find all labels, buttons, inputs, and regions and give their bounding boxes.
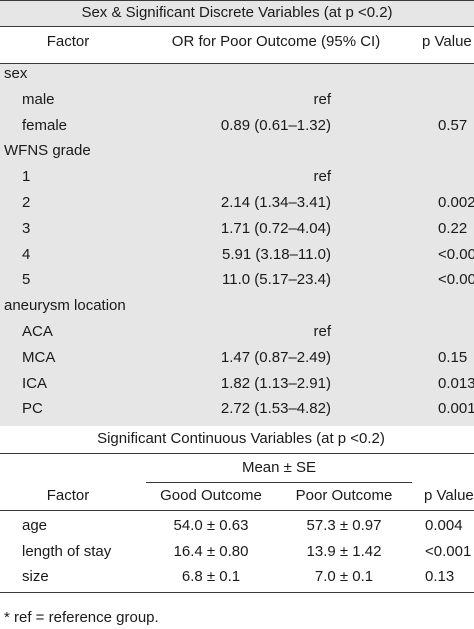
discrete-row-or: 1.71 (0.72–4.04) [220,219,331,237]
discrete-row-or: 2.14 (1.34–3.41) [220,194,331,211]
bottom-rule [0,592,474,593]
discrete-body-band [0,64,474,426]
discrete-row-factor: ACA [22,323,53,340]
continuous-row-good: 6.8 ± 0.1 [181,568,241,585]
discrete-row-p: <0.001 [438,245,474,263]
discrete-row-or: 2.72 (1.53–4.82) [220,400,331,418]
continuous-row-poor: 57.3 ± 0.97 [306,517,382,534]
discrete-title-band [0,0,474,26]
continuous-title-rule [0,453,474,454]
discrete-title: Sex & Significant Discrete Variables (at… [81,4,393,21]
discrete-row-p: 0.002 [438,194,474,211]
continuous-header-good: Good Outcome [160,487,262,504]
continuous-row-p: 0.13 [425,568,455,585]
discrete-row-p: <0.001 [438,271,474,289]
discrete-row-factor: 4 [22,245,31,263]
discrete-header-factor: Factor [46,33,90,50]
continuous-row-factor: length of stay [22,542,112,560]
discrete-row-p: 0.001 [438,400,474,418]
discrete-row-or: ref [313,168,331,186]
mean-se-header: Mean ± SE [241,459,317,476]
continuous-title: Significant Continuous Variables (at p <… [97,430,385,447]
footnote: * ref = reference group. [4,609,159,626]
discrete-row-factor: PC [22,400,43,418]
continuous-header-poor: Poor Outcome [295,487,393,504]
continuous-row-p: <0.001 [425,542,472,560]
discrete-row-factor: male [22,90,55,108]
continuous-row-poor: 13.9 ± 1.42 [306,542,382,560]
mean-se-rule [146,482,412,483]
discrete-row-factor: female [22,116,68,134]
discrete-row-factor: sex [4,65,28,82]
discrete-row-factor: 1 [22,168,31,186]
discrete-row-factor: ICA [22,374,48,392]
discrete-row-p: 0.15 [438,348,468,366]
continuous-header-p: p Value [424,487,474,504]
discrete-row-factor: MCA [22,348,56,366]
discrete-row-factor: aneurysm location [4,297,126,315]
continuous-header-factor: Factor [46,487,90,504]
discrete-row-or: 1.47 (0.87–2.49) [220,348,331,366]
discrete-title-rule [0,26,474,27]
discrete-row-factor: 2 [22,194,31,211]
top-rule [0,0,474,1]
discrete-row-or: ref [313,323,331,340]
discrete-row-p: 0.57 [438,116,468,134]
continuous-row-factor: age [22,517,48,534]
continuous-row-good: 54.0 ± 0.63 [173,517,249,534]
discrete-row-or: 5.91 (3.18–11.0) [222,245,331,263]
discrete-header-rule [0,63,474,64]
discrete-row-factor: WFNS grade [4,142,91,160]
discrete-header-p: p Value [422,33,472,50]
discrete-row-or: 0.89 (0.61–1.32) [220,116,331,134]
continuous-row-poor: 7.0 ± 0.1 [314,568,374,585]
discrete-row-or: 11.0 (5.17–23.4) [222,271,331,289]
discrete-row-p: 0.013 [438,374,474,392]
discrete-row-p: 0.22 [438,219,468,237]
discrete-row-factor: 3 [22,219,31,237]
discrete-row-factor: 5 [22,271,31,289]
continuous-row-p: 0.004 [425,517,463,534]
continuous-row-good: 16.4 ± 0.80 [173,542,249,560]
discrete-row-or: ref [313,90,331,108]
continuous-header-rule [0,510,474,511]
discrete-header-or: OR for Poor Outcome (95% CI) [171,33,381,50]
continuous-row-factor: size [22,568,49,585]
discrete-row-or: 1.82 (1.13–2.91) [220,374,331,392]
